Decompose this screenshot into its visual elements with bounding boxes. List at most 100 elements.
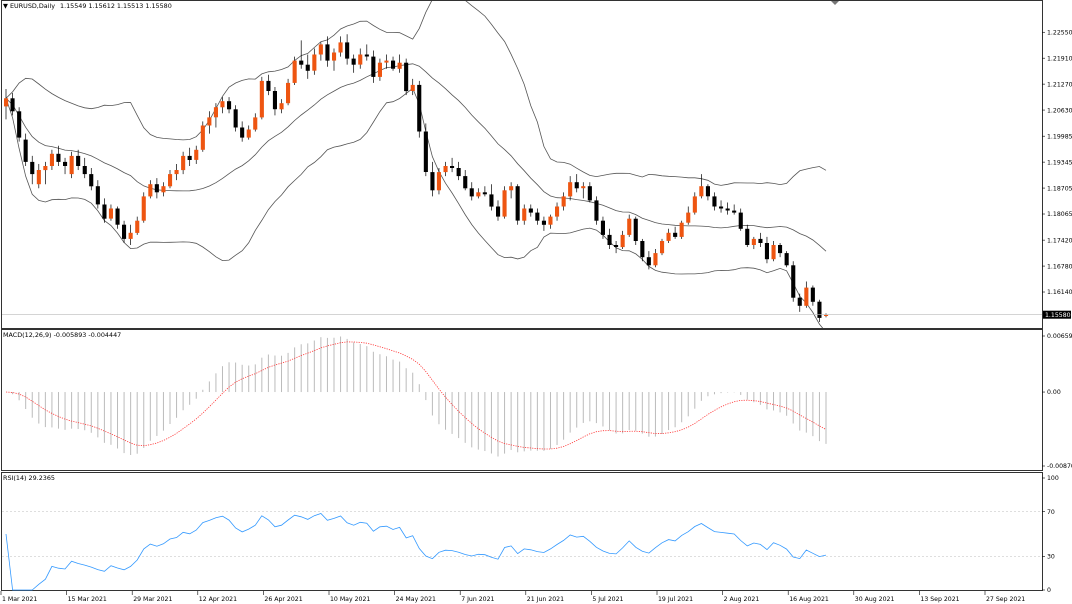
candle-body (535, 212, 540, 221)
macd-tick-label: -0.008704 (1047, 463, 1072, 470)
candle-body (417, 84, 422, 132)
candle-body (581, 186, 586, 189)
candle-body (738, 212, 743, 229)
bollinger-bands (5, 1, 827, 328)
candle-body (548, 216, 553, 225)
candle-body (391, 60, 396, 69)
rsi-tick-label: 30 (1047, 554, 1055, 561)
candle-body (476, 192, 481, 197)
rsi-tick-label: 100 (1047, 475, 1059, 482)
candle-body (633, 218, 638, 241)
candle-body (187, 155, 192, 160)
candle-body (332, 52, 337, 61)
candle-body (679, 222, 684, 237)
x-tick-label: 16 Aug 2021 (789, 596, 829, 603)
candle-body (115, 208, 120, 225)
candle-body (673, 232, 678, 237)
bollinger-middle-line (5, 63, 827, 252)
candle-body (89, 174, 94, 187)
price-tick-label: 1.21270 (1047, 81, 1072, 88)
candle-body (154, 184, 159, 193)
candle-body (469, 188, 474, 197)
candle-body (17, 111, 22, 138)
candle-body (76, 155, 81, 166)
candle-body (587, 186, 592, 201)
bollinger-upper-line (5, 1, 827, 186)
candle-body (4, 98, 9, 107)
candle-body (63, 161, 68, 166)
rsi-series (2, 511, 1042, 591)
price-panel-frame (1, 0, 1043, 329)
candle-body (594, 200, 599, 221)
candle-body (325, 44, 330, 61)
candle-body (574, 182, 579, 189)
x-tick-label: 1 Mar 2021 (2, 596, 37, 603)
candle-body (69, 155, 74, 175)
candle-body (705, 186, 710, 197)
candle-body (82, 166, 87, 175)
x-tick-label: 12 Apr 2021 (199, 596, 237, 603)
collapse-arrow-icon[interactable]: ▼ (3, 2, 8, 10)
rsi-panel-frame (1, 472, 1043, 591)
candle-body (489, 194, 494, 207)
candle-body (200, 125, 205, 150)
x-tick-label: 30 Aug 2021 (855, 596, 895, 603)
x-tick-label: 15 Mar 2021 (68, 596, 107, 603)
candle-body (128, 232, 133, 239)
candle-body (653, 253, 658, 266)
price-tick-label: 1.20630 (1047, 107, 1072, 114)
candle-body (627, 218, 632, 235)
x-tick-label: 29 Mar 2021 (133, 596, 172, 603)
candle-body (712, 196, 717, 207)
macd-signal-line (5, 341, 827, 450)
candle-body (771, 245, 776, 260)
candle-body (764, 243, 769, 260)
macd-tick-label: 0.00 (1047, 389, 1061, 396)
candle-body (36, 170, 41, 185)
candle-body (614, 245, 619, 247)
candle-body (23, 139, 28, 162)
price-tick-label: 1.18705 (1047, 185, 1072, 192)
candle-body (561, 196, 566, 207)
candle-body (496, 206, 501, 217)
candle-body (122, 224, 127, 239)
x-tick-label: 7 Jun 2021 (461, 596, 494, 603)
candle-body (272, 91, 277, 110)
candle-body (410, 84, 415, 91)
candle-body (502, 190, 507, 217)
candle-body (299, 60, 304, 65)
price-tick-label: 1.16780 (1047, 263, 1072, 270)
candle-body (640, 241, 645, 258)
candle-body (246, 129, 251, 138)
candle-body (745, 228, 750, 245)
candle-body (699, 186, 704, 197)
candle-body (207, 117, 212, 126)
candle-body (168, 174, 173, 187)
shift-marker-icon[interactable] (831, 1, 839, 5)
candle-body (102, 204, 107, 219)
candle-body (568, 182, 573, 197)
axes: 1.22550 1.21910 1.21270 1.20630 1.19985 1.193… (0, 29, 1072, 603)
candle-body (824, 314, 829, 316)
candle-body (450, 166, 455, 168)
candle-body (148, 184, 153, 197)
candle-body (430, 172, 435, 191)
candle-body (351, 58, 356, 65)
candle-body (174, 170, 179, 175)
candle-body (194, 149, 199, 160)
candle-body (528, 208, 533, 213)
candle-body (364, 54, 369, 57)
price-tick-label: 1.19345 (1047, 159, 1072, 166)
symbol-label: EURUSD,Daily (10, 2, 55, 10)
price-tick-label: 1.17420 (1047, 237, 1072, 244)
candle-body (141, 196, 146, 221)
candle-body (233, 109, 238, 128)
candle-body (253, 117, 258, 130)
macd-tick-label: 0.006595 (1047, 333, 1072, 340)
candle-body (384, 60, 389, 63)
candle-body (515, 186, 520, 221)
candle-body (312, 54, 317, 71)
candle-body (266, 80, 271, 91)
candle-body (725, 208, 730, 211)
